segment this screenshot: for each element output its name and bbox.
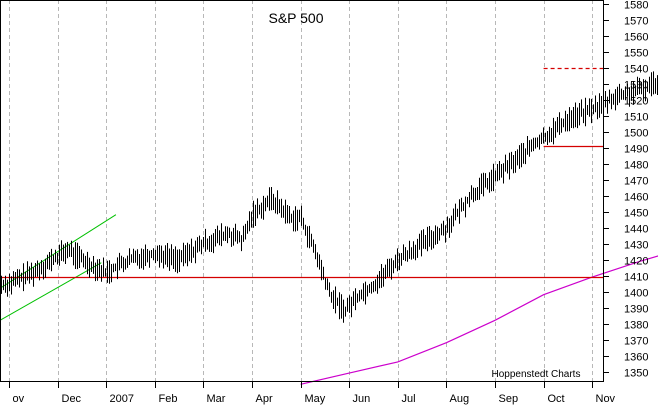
y-tick-label: 1390	[624, 304, 648, 316]
y-tick-label: 1360	[624, 352, 648, 364]
x-tick-label: Apr	[256, 393, 273, 405]
y-tick-label: 1380	[624, 320, 648, 332]
y-tick-label: 1470	[624, 176, 648, 188]
x-tick-label: 2007	[110, 393, 134, 405]
y-tick-label: 1490	[624, 144, 648, 156]
chart-credit: Hoppenstedt Charts	[492, 369, 581, 380]
y-tick-label: 1350	[624, 368, 648, 380]
y-tick-label: 1580	[624, 0, 648, 12]
x-tick-label: Jul	[402, 393, 416, 405]
y-tick-label: 1440	[624, 224, 648, 236]
y-tick-label: 1530	[624, 80, 648, 92]
x-tick-label: Sep	[499, 393, 519, 405]
x-tick-label: Jun	[353, 393, 371, 405]
y-tick-label: 1400	[624, 288, 648, 300]
y-tick-label: 1550	[624, 48, 648, 60]
x-tick-label: Feb	[159, 393, 178, 405]
x-tick-label: Dec	[62, 393, 82, 405]
x-tick-label: Oct	[548, 393, 565, 405]
y-tick-label: 1460	[624, 192, 648, 204]
y-tick-label: 1370	[624, 336, 648, 348]
x-tick-label: Aug	[450, 393, 470, 405]
chart-title: S&P 500	[268, 10, 323, 26]
y-tick-label: 1420	[624, 256, 648, 268]
x-tick-label: Nov	[596, 393, 616, 405]
y-tick-label: 1430	[624, 240, 648, 252]
x-tick-label: ov	[13, 393, 25, 405]
y-tick-label: 1540	[624, 64, 648, 76]
y-tick-label: 1410	[624, 272, 648, 284]
x-tick-label: Mar	[207, 393, 226, 405]
y-tick-label: 1570	[624, 16, 648, 28]
y-tick-label: 1510	[624, 112, 648, 124]
y-tick-label: 1500	[624, 128, 648, 140]
y-tick-label: 1480	[624, 160, 648, 172]
x-tick-label: May	[305, 393, 326, 405]
y-tick-label: 1520	[624, 96, 648, 108]
y-tick-label: 1450	[624, 208, 648, 220]
y-tick-label: 1560	[624, 32, 648, 44]
